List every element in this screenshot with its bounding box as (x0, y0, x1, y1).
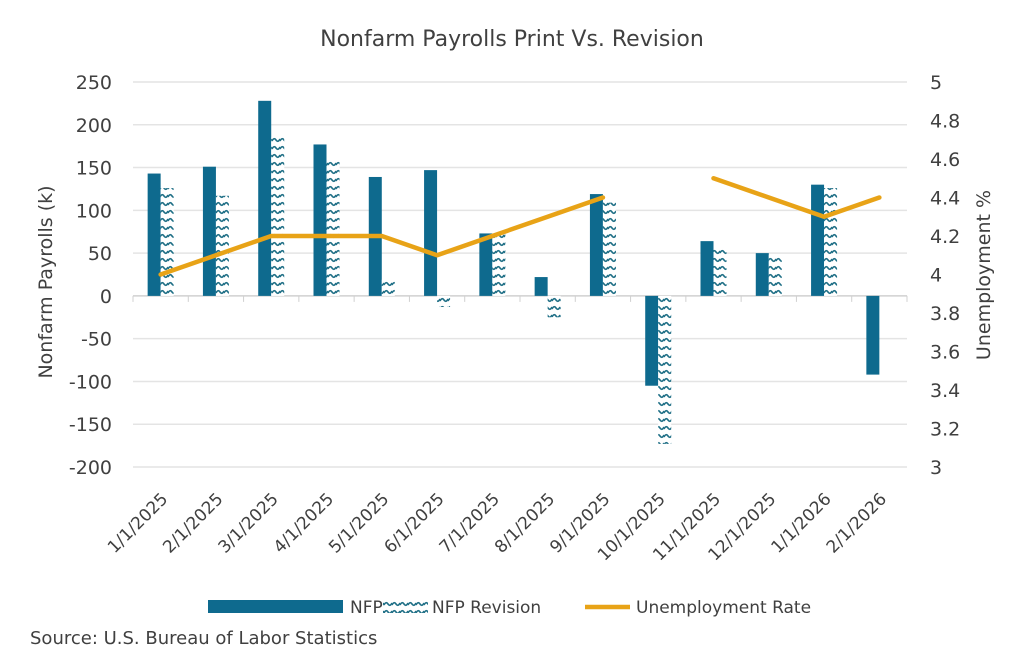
y2-tick-label: 4.6 (930, 149, 960, 171)
unemployment-line (158, 195, 606, 277)
bar-nfp-revision (215, 195, 229, 296)
legend-label: Unemployment Rate (636, 598, 811, 618)
legend-label: NFP Revision (432, 598, 541, 618)
bar-nfp-revision (271, 137, 285, 296)
y2-tick-label: 3.4 (930, 380, 960, 402)
bar-nfp-revision (824, 188, 838, 296)
source-note: Source: U.S. Bureau of Labor Statistics (30, 628, 378, 649)
y-tick-label: 200 (76, 115, 112, 137)
bar-nfp-revision (547, 295, 561, 318)
bar-nfp-revision (768, 254, 782, 296)
y2-tick-label: 4 (930, 265, 942, 287)
bar-nfp-print (202, 166, 216, 296)
y-tick-label: -100 (69, 371, 112, 393)
legend-swatch-nfp-print (208, 600, 343, 613)
bar-nfp-print (313, 144, 327, 296)
y-tick-label: 0 (100, 286, 112, 308)
bar-nfp-print (645, 295, 659, 386)
y-tick-label: 100 (76, 200, 112, 222)
bar-nfp-print (589, 194, 603, 296)
y2-tick-label: 3.2 (930, 419, 960, 441)
y-axis-label: Nonfarm Payrolls (k) (35, 185, 57, 378)
y2-tick-label: 3.8 (930, 303, 960, 325)
y-tick-label: -150 (69, 414, 112, 436)
y2-tick-label: 3.6 (930, 342, 960, 364)
y-tick-label: 150 (76, 158, 112, 180)
y-tick-label: -50 (81, 329, 112, 351)
bar-nfp-revision (658, 295, 672, 444)
bar-nfp-print (479, 233, 493, 296)
bar-nfp-revision (437, 295, 451, 308)
y-tick-label: -200 (69, 457, 112, 479)
y2-tick-label: 4.2 (930, 226, 960, 248)
bar-nfp-revision (326, 159, 340, 296)
bar-nfp-print (811, 184, 825, 296)
bar-nfp-revision (713, 248, 727, 296)
bar-nfp-print (534, 277, 548, 296)
bar-nfp-print (700, 241, 714, 296)
y-tick-label: 50 (88, 243, 112, 265)
y2-tick-label: 5 (930, 72, 942, 94)
y-tick-label: 250 (76, 72, 112, 94)
y2-axis-label: Unemployment % (973, 190, 995, 360)
bar-nfp-print (147, 173, 161, 296)
y2-tick-label: 4.4 (930, 188, 960, 210)
legend-swatch-nfp-revision (383, 600, 428, 613)
bar-nfp-revision (381, 279, 395, 296)
y2-tick-label: 4.8 (930, 111, 960, 133)
bar-nfp-print (258, 100, 272, 296)
y2-tick-label: 3 (930, 457, 942, 479)
chart-title: Nonfarm Payrolls Print Vs. Revision (320, 27, 704, 52)
bar-nfp-print (866, 295, 880, 375)
bar-nfp-print (424, 170, 438, 296)
unemployment-line (711, 176, 882, 219)
x-tick-label: 2/1/2026 (823, 489, 891, 557)
bar-nfp-revision (160, 188, 174, 296)
bar-nfp-revision (602, 202, 616, 296)
bar-nfp-print (755, 253, 769, 296)
bar-nfp-revision (492, 234, 506, 296)
